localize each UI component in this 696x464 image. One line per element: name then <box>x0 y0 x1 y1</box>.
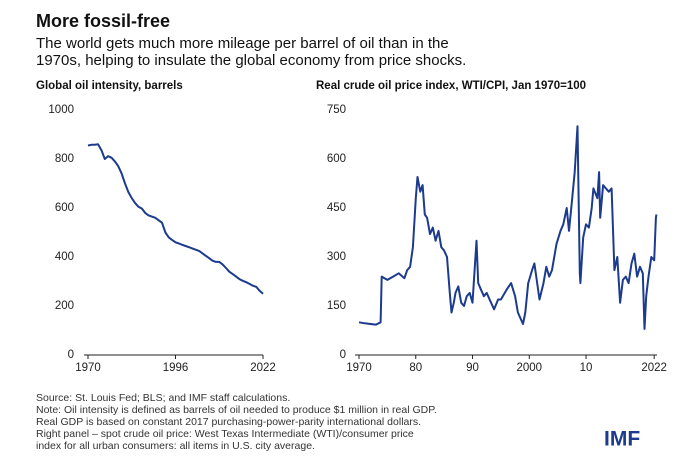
x-tick-label: 1996 <box>163 362 189 374</box>
x-tick-label: 2022 <box>250 362 276 374</box>
y-tick-label: 600 <box>327 153 346 165</box>
y-tick-label: 0 <box>340 349 346 361</box>
note: Right panel – spot crude oil price: West… <box>36 428 414 440</box>
x-tick-label: 90 <box>466 362 479 374</box>
y-tick-label: 750 <box>327 104 346 116</box>
y-tick-label: 400 <box>55 251 74 263</box>
note: Real GDP is based on constant 2017 purch… <box>36 416 421 428</box>
x-tick-label: 1970 <box>75 362 101 374</box>
title: More fossil-free <box>36 11 170 31</box>
subtitle: The world gets much more mileage per bar… <box>36 35 449 52</box>
panel-title: Global oil intensity, barrels <box>36 80 183 92</box>
data-line <box>358 125 658 330</box>
panel-title: Real crude oil price index, WTI/CPI, Jan… <box>316 80 586 92</box>
subtitle: 1970s, helping to insulate the global ec… <box>36 52 466 69</box>
x-tick-label: 80 <box>409 362 422 374</box>
y-tick-label: 0 <box>68 349 74 361</box>
note: Note: Oil intensity is defined as barrel… <box>36 404 437 416</box>
y-tick-label: 200 <box>55 300 74 312</box>
y-tick-label: 600 <box>55 202 74 214</box>
x-tick-label: 1970 <box>346 362 372 374</box>
logo: IMF <box>604 428 640 451</box>
y-tick-label: 800 <box>55 153 74 165</box>
x-tick-label: 2000 <box>516 362 542 374</box>
y-tick-label: 1000 <box>48 104 74 116</box>
data-line <box>87 143 264 295</box>
y-tick-label: 150 <box>327 300 346 312</box>
x-tick-label: 10 <box>580 362 593 374</box>
note: Source: St. Louis Fed; BLS; and IMF staf… <box>36 392 290 404</box>
y-tick-label: 450 <box>327 202 346 214</box>
y-tick-label: 300 <box>327 251 346 263</box>
note: index for all urban consumers: all items… <box>36 440 315 452</box>
x-tick-label: 2022 <box>641 362 667 374</box>
